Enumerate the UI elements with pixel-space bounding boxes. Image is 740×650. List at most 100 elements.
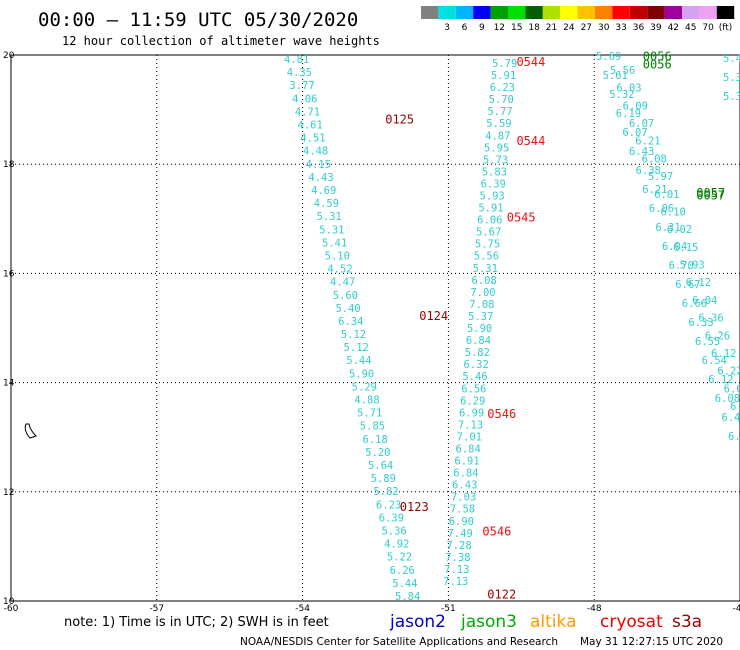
lat-tick-label: 20 — [3, 51, 15, 61]
legend-swatch — [560, 6, 578, 19]
swh-value-0125: 5.41 — [322, 237, 347, 249]
swh-value-0125: 4.43 — [308, 172, 333, 184]
pass-time-label: 0123 — [400, 500, 429, 514]
swh-value-0125: 6.39 — [379, 512, 404, 524]
swh-value-0125: 5.44 — [392, 578, 417, 590]
product-timestamp: May 31 12:27:15 UTC 2020 — [580, 636, 723, 648]
swh-value-0125: 5.12 — [341, 329, 366, 341]
swh-value-0056: 6.43 — [629, 146, 654, 158]
swh-value-0125: 4.69 — [311, 185, 336, 197]
swh-value-0056b: 6.08 — [642, 153, 667, 165]
pass-time-label: 0546 — [487, 407, 516, 421]
swh-value-0056b: 5.93 — [679, 260, 704, 272]
swh-value-0545: 5.70 — [489, 94, 514, 106]
swh-value-0125: 4.15 — [306, 159, 331, 171]
swh-value-0125: 6.23 — [376, 499, 401, 511]
swh-value-0125: 4.88 — [354, 395, 379, 407]
swh-value-0125: 5.31 — [319, 224, 344, 236]
swh-value-0125: 6.34 — [338, 316, 363, 328]
legend-swatch — [473, 6, 491, 19]
swh-value-0125: 5.85 — [360, 421, 385, 433]
legend-swatch — [455, 6, 474, 19]
swh-value-0056: 6.33 — [688, 317, 713, 329]
legend-label: 45 — [685, 23, 696, 33]
altimeter-tracks: 4.814.353.774.064.714.61 4.514.484.154.43… — [284, 51, 740, 603]
swh-value-0545: 7.01 — [457, 431, 482, 443]
legend-swatch — [421, 6, 439, 19]
legend-label: 6 — [462, 23, 468, 33]
swh-value-0545: 7.49 — [448, 528, 473, 540]
swh-value-0545: 7.03 — [451, 492, 476, 504]
swh-value-0545: 5.73 — [483, 154, 508, 166]
legend-swatch — [682, 6, 700, 19]
swh-value-east: 5.3 — [723, 72, 740, 84]
swh-value-0056b: 6.21 — [635, 136, 660, 148]
swh-value-0125: 5.20 — [365, 447, 390, 459]
swh-value-0545: 5.95 — [484, 142, 509, 154]
pass-time-label: 0545 — [507, 211, 536, 225]
pass-time-label: 0544 — [516, 134, 545, 148]
swh-value-0545: 7.28 — [446, 540, 471, 552]
swh-value-0545: 6.29 — [460, 395, 485, 407]
swh-value-0056b: 6.22 — [717, 366, 740, 378]
swh-value-0125: 4.52 — [327, 264, 352, 276]
swh-value-0545: 6.43 — [452, 480, 477, 492]
lat-tick-label: 18 — [3, 160, 15, 170]
swh-value-0545: 6.84 — [466, 335, 491, 347]
pass-time-label: 0125 — [385, 112, 414, 126]
lat-tick-label: 14 — [3, 379, 15, 389]
lat-tick-label: 10 — [3, 597, 15, 607]
legend-swatch — [438, 6, 456, 19]
satellite-name-jason3: jason3 — [460, 612, 517, 632]
pass-time-label: 0546 — [482, 524, 511, 538]
swh-value-0545: 7.00 — [470, 287, 495, 299]
swh-value-0125: 5.12 — [344, 342, 369, 354]
swh-value-0056b: 6.10 — [661, 206, 686, 218]
swh-value-0056b: 6.65 — [724, 383, 740, 395]
swh-value-0056b: 6.15 — [673, 242, 698, 254]
swh-value-0056: 6.66 — [682, 298, 707, 310]
credit-text: NOAA/NESDIS Center for Satellite Applica… — [240, 636, 558, 648]
pass-time-label: 0124 — [419, 309, 448, 323]
swh-value-0545: 6.32 — [464, 359, 489, 371]
swh-value-0056: 6.04 — [662, 241, 687, 253]
lon-tick-label: -51 — [441, 604, 456, 614]
swh-value-0545: 5.67 — [476, 227, 501, 239]
swh-value-0056: 6.08 — [715, 393, 740, 405]
swh-value-0125: 5.82 — [373, 486, 398, 498]
legend-label: 15 — [511, 23, 522, 33]
swh-value-0056b: 6.03 — [616, 83, 641, 95]
swh-value-0056: 6.31 — [655, 222, 680, 234]
legend-swatch — [647, 6, 665, 19]
swh-value-0125: 4.48 — [303, 146, 328, 158]
legend-swatch — [629, 6, 648, 19]
lon-tick-label: -60 — [4, 604, 19, 614]
swh-value-0545: 5.59 — [486, 118, 511, 130]
swh-value-0545: 5.46 — [462, 371, 487, 383]
legend-label: 12 — [494, 23, 505, 33]
map-title: 00:00 – 11:59 UTC 05/30/2020 — [38, 9, 358, 31]
pass-time-label: 0056 — [643, 58, 672, 72]
swh-value-0056: 6.55 — [695, 336, 720, 348]
legend-label: 42 — [668, 23, 679, 33]
swh-value-0545: 6.06 — [477, 215, 502, 227]
swh-value-0056b: 6.12 — [711, 348, 736, 360]
satellite-name-jason2: jason2 — [389, 612, 446, 632]
satellite-name-s3a: s3a — [672, 612, 702, 632]
swh-value-0056: 6.19 — [616, 108, 641, 120]
swh-value-0056: 6.06 — [649, 203, 674, 215]
lon-tick-label: -48 — [587, 604, 602, 614]
swh-value-0125: 5.44 — [346, 355, 371, 367]
swh-value-0056: 6.43 — [721, 412, 740, 424]
swh-value-0125: 4.81 — [284, 54, 309, 66]
swh-value-0125: 4.59 — [314, 198, 339, 210]
pass-time-label: 0122 — [487, 587, 516, 601]
swh-value-0056: 6.38 — [636, 165, 661, 177]
swh-value-0125: 5.29 — [352, 381, 377, 393]
swh-value-0056: 6.70 — [669, 260, 694, 272]
swh-value-0545: 6.84 — [456, 443, 481, 455]
lon-tick-label: -54 — [295, 604, 310, 614]
lat-tick-label: 16 — [3, 269, 15, 279]
swh-value-0056: 6.12 — [708, 374, 733, 386]
swh-value-0125: 5.36 — [381, 526, 406, 538]
